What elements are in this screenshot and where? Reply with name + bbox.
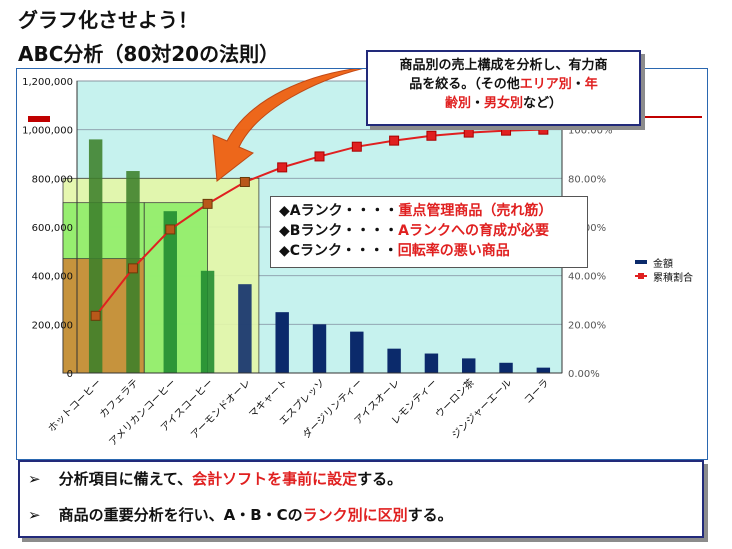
line-point bbox=[389, 135, 400, 146]
line-point bbox=[463, 127, 474, 138]
callout-box: 商品別の売上構成を分析し、有力商 品を絞る。（その他エリア別・年 齢別・男女別な… bbox=[366, 50, 641, 126]
category-label: コーラ bbox=[522, 377, 552, 407]
bullet-icon: ➢ bbox=[28, 470, 41, 488]
summary-box: ➢ 分析項目に備えて、会計ソフトを事前に設定する。 ➢ 商品の重要分析を行い、A・B… bbox=[18, 460, 704, 538]
line-point bbox=[202, 198, 213, 209]
category-label: アメリカンコーヒー bbox=[107, 377, 179, 449]
legend-item-line: 累積割合 bbox=[635, 269, 693, 284]
legend: 金額 累積割合 bbox=[635, 255, 693, 284]
line-point bbox=[538, 124, 549, 135]
line-point bbox=[501, 125, 512, 136]
rank-a: ◆Aランク・・・・重点管理商品（売れ筋） bbox=[279, 203, 553, 219]
summary-item-2: ➢ 商品の重要分析を行い、A・B・Cのランク別に区別する。 bbox=[28, 506, 453, 524]
page-title: グラフ化させよう！ bbox=[18, 8, 198, 32]
bullet-icon: ➢ bbox=[28, 506, 41, 524]
left-tick-label: 1,000,000 bbox=[22, 126, 73, 137]
bar bbox=[163, 211, 177, 373]
line-point bbox=[351, 141, 362, 152]
left-tick-label: 600,000 bbox=[32, 223, 73, 234]
callout-line1: 商品別の売上構成を分析し、有力商 bbox=[399, 58, 608, 73]
line-point bbox=[165, 224, 176, 235]
left-tick-label: 1,200,000 bbox=[22, 77, 73, 88]
legend-swatch-line bbox=[635, 273, 647, 279]
left-tick-label: 800,000 bbox=[32, 174, 73, 185]
bar bbox=[275, 312, 289, 373]
legend-label-bar: 金額 bbox=[653, 258, 673, 270]
callout-line2: 品を絞る。（その他エリア別・年 bbox=[409, 77, 598, 92]
line-point bbox=[314, 151, 325, 162]
rank-c: ◆Cランク・・・・回転率の悪い商品 bbox=[279, 243, 510, 259]
line-point bbox=[277, 162, 288, 173]
right-tick-label: 100.00% bbox=[568, 126, 613, 137]
right-tick-label: 20.00% bbox=[568, 320, 606, 331]
bar bbox=[424, 353, 439, 373]
line-point bbox=[426, 130, 437, 141]
bar bbox=[312, 324, 327, 373]
summary-item-1: ➢ 分析項目に備えて、会計ソフトを事前に設定する。 bbox=[28, 470, 403, 488]
pareto-chart: 0 200,000 400,000 600,000 800,000 1,000,000 1,… bbox=[22, 69, 613, 449]
rank-legend-box: ◆Aランク・・・・重点管理商品（売れ筋） ◆Bランク・・・・Aランクへの育成が必… bbox=[270, 196, 588, 268]
bar bbox=[88, 139, 103, 373]
left-tick-label: 400,000 bbox=[32, 272, 73, 283]
left-tick-label: 0 bbox=[67, 369, 73, 380]
category-label: ホットコーヒー bbox=[46, 377, 104, 435]
page-subtitle: ABC分析（80対20の法則） bbox=[18, 42, 280, 66]
bar bbox=[462, 358, 476, 373]
right-tick-label: 0.00% bbox=[568, 369, 600, 380]
legend-label-line: 累積割合 bbox=[653, 272, 693, 284]
rank-b: ◆Bランク・・・・Aランクへの育成が必要 bbox=[279, 223, 550, 239]
category-label: ダージリンティー bbox=[300, 376, 365, 441]
line-point bbox=[127, 263, 138, 274]
arrow-icon bbox=[212, 69, 364, 182]
right-tick-label: 80.00% bbox=[568, 174, 606, 185]
bar bbox=[350, 331, 364, 373]
line-point bbox=[90, 310, 101, 321]
bar bbox=[499, 362, 513, 373]
chart-frame: 0 200,000 400,000 600,000 800,000 1,000,000 1,… bbox=[16, 68, 708, 460]
legend-item-bar: 金額 bbox=[635, 255, 693, 270]
right-tick-label: 40.00% bbox=[568, 272, 606, 283]
line-point bbox=[239, 176, 250, 187]
bar bbox=[200, 270, 215, 373]
legend-swatch-bar bbox=[635, 260, 647, 264]
left-tick-label: 200,000 bbox=[32, 320, 73, 331]
red-accent-bar bbox=[28, 116, 50, 122]
bar bbox=[238, 284, 252, 373]
callout-line3: 齢別・男女別など） bbox=[444, 96, 563, 111]
bar bbox=[387, 348, 401, 373]
bar bbox=[536, 367, 551, 373]
